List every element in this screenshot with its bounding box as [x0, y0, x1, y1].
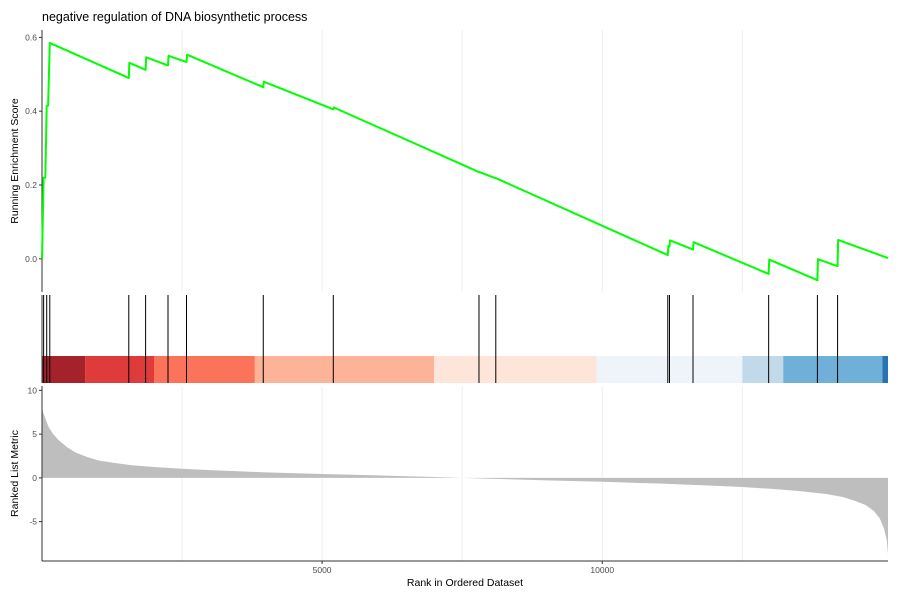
ranked-metric-axis-label: Ranked List Metric	[9, 430, 21, 517]
bottom-y-tick-label: 10	[28, 385, 38, 395]
ranked-list-metric-panel: -5 0 5 10 5000 10000	[28, 385, 888, 575]
rank-axis-label: Rank in Ordered Dataset	[407, 577, 523, 589]
ranked-list-metric-area	[42, 406, 888, 554]
running-enrichment-panel: 0.0 0.2 0.4 0.6	[25, 30, 889, 292]
ranked-list-color-band-segment	[85, 356, 155, 383]
ranked-list-color-band-segment	[783, 356, 883, 383]
enrichment-score-axis-label: Running Enrichment Score	[9, 98, 21, 224]
bottom-x-tick-label: 10000	[590, 565, 614, 575]
ranked-list-color-band-segment	[254, 356, 435, 383]
chart-title: negative regulation of DNA biosynthetic …	[42, 10, 307, 24]
ranked-list-color-band-segment	[742, 356, 784, 383]
bottom-y-tick-label: 0	[32, 473, 37, 483]
ranked-list-color-band-segment	[154, 356, 255, 383]
bottom-x-tick-label: 5000	[313, 565, 332, 575]
gene-hit-rug-panel	[41, 295, 888, 383]
ranked-list-color-band-segment	[42, 356, 86, 383]
bottom-y-tick-label: -5	[29, 517, 37, 527]
top-y-tick-label: 0.6	[25, 32, 37, 42]
top-y-tick-label: 0.2	[25, 180, 37, 190]
ranked-list-color-band-segment	[882, 356, 888, 383]
ranked-list-color-band-segment	[434, 356, 597, 383]
top-y-tick-label: 0.0	[25, 254, 37, 264]
bottom-y-tick-label: 5	[32, 429, 37, 439]
top-y-tick-label: 0.4	[25, 106, 37, 116]
running-enrichment-score-line	[41, 41, 889, 282]
